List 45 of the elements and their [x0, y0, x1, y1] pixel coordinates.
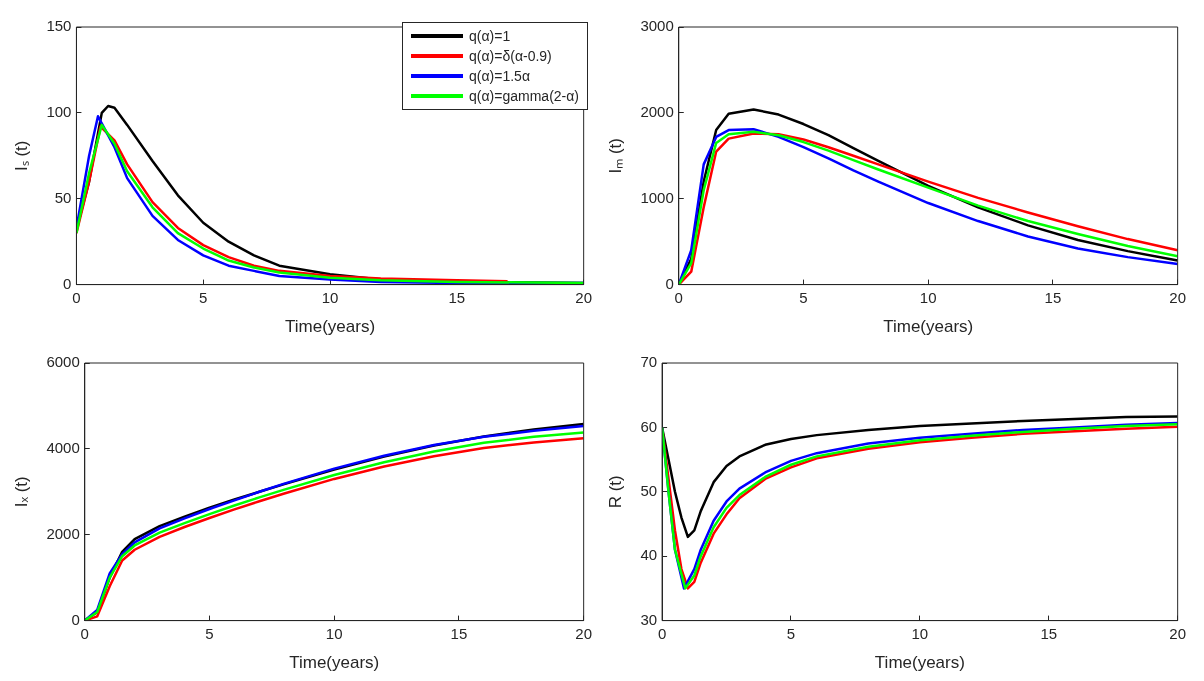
- x-axis-title: Time(years): [883, 317, 974, 337]
- x-tick-label: 10: [911, 624, 929, 642]
- y-axis-title: R (t): [605, 475, 625, 509]
- y-tick-label: 0: [665, 274, 674, 292]
- y-tick-label: 30: [640, 610, 658, 628]
- x-tick-label: 10: [325, 624, 343, 642]
- x-tick-label: 10: [919, 288, 937, 306]
- legend-label: q(α)=1: [469, 28, 511, 44]
- y-axis-title: Iₛ (t): [11, 140, 31, 172]
- y-tick-label: 4000: [46, 439, 80, 457]
- y-tick-label: 3000: [640, 17, 674, 35]
- y-tick-label: 150: [46, 17, 72, 35]
- x-tick-label: 20: [1169, 624, 1186, 642]
- x-tick-label: 15: [450, 624, 468, 642]
- y-tick-label: 50: [640, 481, 658, 499]
- x-tick-label: 5: [786, 624, 796, 642]
- x-tick-label: 15: [1044, 288, 1062, 306]
- legend-label: q(α)=gamma(2-α): [469, 88, 579, 104]
- y-tick-label: 0: [63, 274, 72, 292]
- y-tick-label: 70: [640, 353, 658, 371]
- x-axis-title: Time(years): [874, 653, 965, 673]
- y-axis-title: Iₓ (t): [11, 476, 31, 508]
- x-axis-title: Time(years): [285, 317, 376, 337]
- x-tick-label: 15: [448, 288, 466, 306]
- y-axis-title: Iₘ (t): [605, 138, 625, 174]
- y-tick-label: 0: [71, 610, 80, 628]
- x-tick-label: 10: [321, 288, 339, 306]
- y-tick-label: 6000: [46, 353, 80, 371]
- y-tick-label: 40: [640, 546, 658, 564]
- x-tick-label: 5: [199, 288, 208, 306]
- y-tick-label: 2000: [640, 103, 674, 121]
- x-tick-label: 5: [799, 288, 808, 306]
- x-tick-label: 15: [1040, 624, 1058, 642]
- y-tick-label: 60: [640, 417, 658, 435]
- y-tick-label: 50: [54, 188, 72, 206]
- x-tick-label: 20: [1169, 288, 1186, 306]
- y-tick-label: 1000: [640, 188, 674, 206]
- y-tick-label: 2000: [46, 524, 80, 542]
- legend-label: q(α)=δ(α-0.9): [469, 48, 552, 64]
- legend-label: q(α)=1.5α: [469, 68, 530, 84]
- x-axis-title: Time(years): [289, 653, 380, 673]
- x-tick-label: 20: [575, 288, 592, 306]
- x-tick-label: 20: [575, 624, 592, 642]
- x-tick-label: 5: [205, 624, 214, 642]
- y-tick-label: 100: [46, 103, 72, 121]
